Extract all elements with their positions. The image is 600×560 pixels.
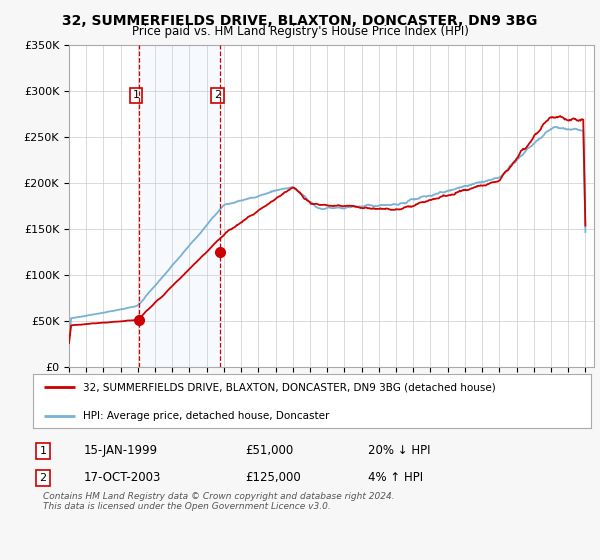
Text: 20% ↓ HPI: 20% ↓ HPI: [368, 444, 430, 458]
Text: 2: 2: [214, 90, 221, 100]
Text: £125,000: £125,000: [245, 471, 301, 484]
Text: 2: 2: [40, 473, 47, 483]
Text: £51,000: £51,000: [245, 444, 293, 458]
Text: 1: 1: [133, 90, 139, 100]
Text: 15-JAN-1999: 15-JAN-1999: [83, 444, 157, 458]
Text: 4% ↑ HPI: 4% ↑ HPI: [368, 471, 423, 484]
Text: 32, SUMMERFIELDS DRIVE, BLAXTON, DONCASTER, DN9 3BG: 32, SUMMERFIELDS DRIVE, BLAXTON, DONCAST…: [62, 14, 538, 28]
Bar: [139, 45, 220, 367]
Text: HPI: Average price, detached house, Doncaster: HPI: Average price, detached house, Donc…: [83, 412, 329, 421]
Text: 1: 1: [40, 446, 47, 456]
Text: 32, SUMMERFIELDS DRIVE, BLAXTON, DONCASTER, DN9 3BG (detached house): 32, SUMMERFIELDS DRIVE, BLAXTON, DONCAST…: [83, 382, 496, 392]
Text: Price paid vs. HM Land Registry's House Price Index (HPI): Price paid vs. HM Land Registry's House …: [131, 25, 469, 38]
Text: 17-OCT-2003: 17-OCT-2003: [83, 471, 161, 484]
Text: Contains HM Land Registry data © Crown copyright and database right 2024.
This d: Contains HM Land Registry data © Crown c…: [43, 492, 395, 511]
